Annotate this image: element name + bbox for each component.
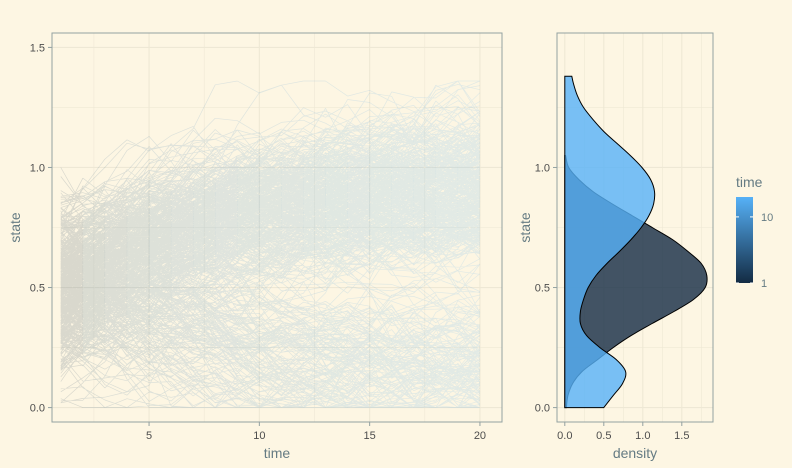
y-tick-label: 1.0 (535, 162, 550, 174)
trajectory-segments (259, 84, 282, 408)
density-y-ticks: 0.0 0.5 1.0 (535, 162, 557, 415)
trajectory-segment-group (391, 91, 415, 408)
x-tick-label: 0.0 (557, 430, 572, 442)
trajectory-segment-group (82, 158, 106, 408)
trajectory-segments (126, 136, 150, 408)
trajectory-panel-border (51, 32, 503, 423)
density-panel-border (556, 32, 714, 423)
y-tick-label: 0.0 (30, 403, 45, 415)
trajectory-y-axis-title: state (7, 212, 23, 243)
trajectory-segment-group (60, 167, 84, 408)
trajectory-segments (457, 80, 481, 408)
trajectory-lines (60, 80, 481, 408)
legend-ticks: 1 10 (736, 212, 773, 290)
trajectory-y-ticks: 0.0 0.5 1.0 1.5 (30, 42, 52, 415)
trajectory-segment-group (281, 80, 304, 408)
trajectory-segments (303, 80, 326, 408)
y-tick-label: 0.5 (30, 283, 45, 295)
x-tick-label: 15 (364, 430, 376, 442)
y-tick-label: 0.0 (535, 403, 550, 415)
density-x-ticks: 0.0 0.5 1.0 1.5 (557, 422, 689, 442)
trajectory-segments (192, 84, 216, 408)
trajectory-segments (391, 91, 415, 408)
trajectory-segment-group (126, 136, 150, 408)
legend-tick-label: 10 (761, 212, 773, 224)
trajectory-segment-group (259, 84, 282, 408)
trajectory-segments (60, 167, 84, 408)
density-area-time-20 (564, 75, 656, 409)
y-tick-label: 1.0 (30, 162, 45, 174)
trajectory-segment-group (413, 84, 437, 408)
trajectory-segment-group (457, 80, 481, 408)
y-tick-label: 0.5 (535, 283, 550, 295)
trajectory-segment-group (347, 89, 370, 408)
trajectory-x-ticks: 5 10 15 20 (146, 422, 486, 442)
trajectory-segments (435, 80, 459, 408)
x-tick-label: 1.5 (674, 430, 689, 442)
trajectory-segments (347, 89, 370, 408)
trajectory-segments (104, 139, 128, 408)
density-areas (564, 75, 708, 409)
trajectory-segments (148, 135, 172, 408)
trajectory-segments (214, 80, 238, 408)
density-x-axis-title: density (613, 445, 657, 461)
trajectory-segments (369, 89, 393, 408)
y-tick-label: 1.5 (30, 42, 45, 54)
x-tick-label: 1.0 (635, 430, 650, 442)
trajectory-segment-group (369, 89, 393, 408)
trajectory-segments (325, 80, 348, 408)
trajectory-segments (413, 84, 437, 408)
trajectory-segment-group (435, 80, 459, 408)
trajectory-segments (170, 126, 194, 408)
trajectory-segment-group (148, 135, 172, 408)
trajectory-segment-group (104, 139, 128, 408)
trajectory-segments (82, 158, 106, 408)
legend-title: time (736, 174, 763, 190)
trajectory-segments (281, 80, 304, 408)
legend-colorbar (736, 197, 753, 283)
trajectory-segment-group (170, 126, 194, 408)
density-y-axis-title: state (517, 212, 533, 243)
trajectory-segments (236, 80, 260, 408)
color-legend: time 1 10 (736, 174, 773, 290)
trajectory-segment-group (192, 84, 216, 408)
density-panel: 0.0 0.5 1.0 1.5 0.0 0.5 1.0 density state (517, 32, 714, 461)
trajectory-gridlines (52, 33, 502, 422)
legend-tick-label: 1 (761, 278, 767, 290)
trajectory-segment-group (325, 80, 348, 408)
trajectory-segment-group (236, 80, 260, 408)
x-tick-label: 10 (253, 430, 265, 442)
x-tick-label: 0.5 (596, 430, 611, 442)
trajectory-panel: 5 10 15 20 0.0 0.5 1.0 1.5 time state (7, 32, 503, 461)
trajectory-x-axis-title: time (264, 445, 291, 461)
x-tick-label: 20 (474, 430, 486, 442)
trajectory-segment-group (303, 80, 326, 408)
trajectory-segment-group (214, 80, 238, 408)
x-tick-label: 5 (146, 430, 152, 442)
